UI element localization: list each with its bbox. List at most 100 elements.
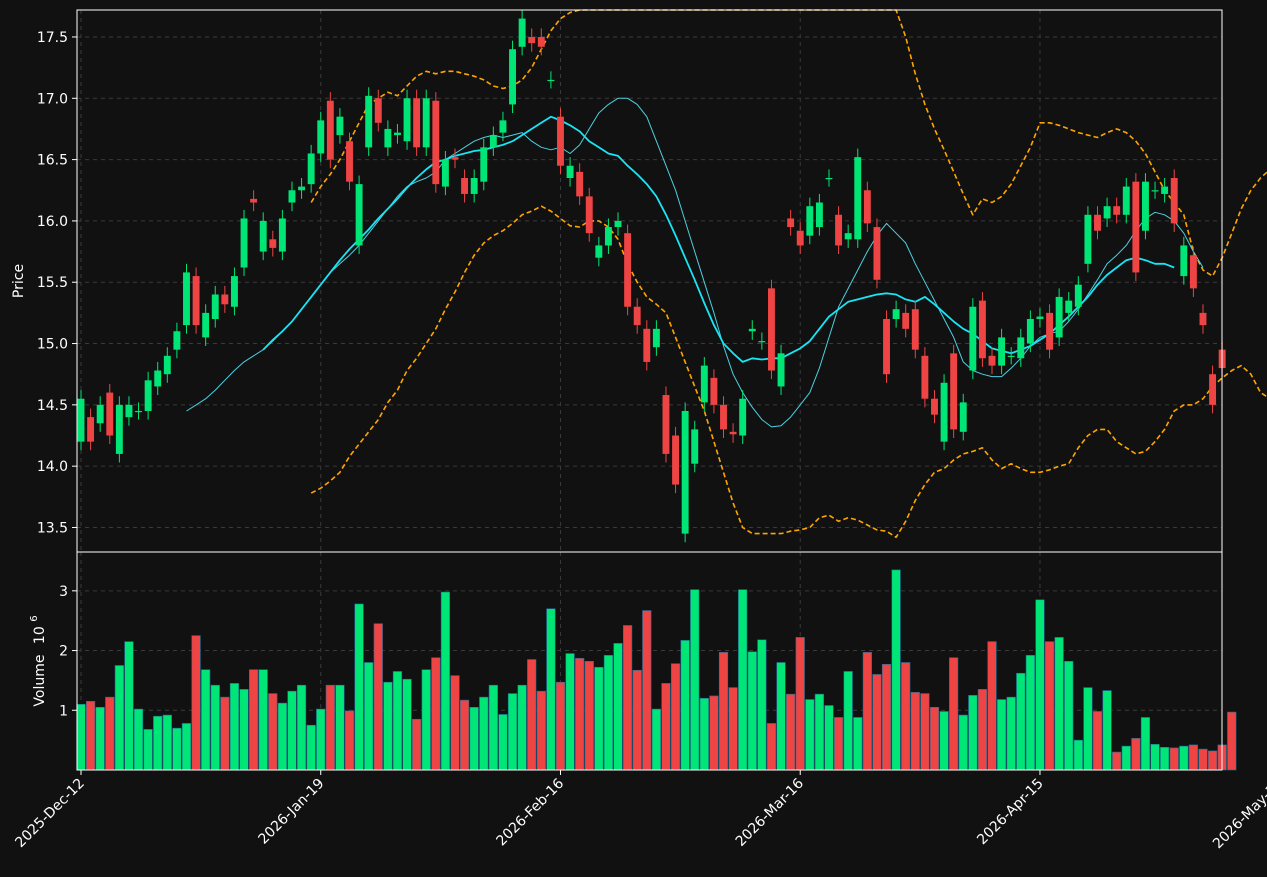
volume-axis-label-group: Volume 10 6 (29, 615, 48, 706)
candle-down (662, 395, 670, 454)
volume-bar (383, 681, 393, 771)
candle-up (1074, 284, 1082, 307)
candle-up (135, 410, 142, 413)
candle-down (978, 300, 986, 359)
candle-down (537, 36, 545, 47)
candle-up (173, 331, 181, 350)
volume-bar (891, 569, 901, 771)
volume-bar (1131, 738, 1141, 771)
candle-down (1132, 181, 1140, 273)
price-tick-label: 16.0 (37, 214, 68, 230)
candle-up (163, 355, 171, 375)
candle-up (365, 95, 373, 148)
volume-bar (1112, 751, 1122, 771)
candle-up (1026, 319, 1034, 344)
volume-bar (277, 702, 287, 771)
candle-up (307, 153, 315, 185)
volume-bar (507, 693, 518, 771)
candle-up (211, 294, 219, 320)
volume-bar (527, 659, 537, 771)
volume-bar (862, 652, 872, 771)
volume-bar (1025, 655, 1035, 771)
candle-up (230, 276, 238, 307)
volume-bar (210, 684, 220, 771)
candle-up (154, 370, 162, 387)
volume-bar (623, 625, 633, 771)
candle-up (278, 218, 286, 252)
volume-bar (776, 662, 786, 771)
candle-up (892, 309, 900, 320)
volume-bar (997, 699, 1007, 771)
volume-bar (258, 669, 268, 771)
candle-down (873, 227, 881, 280)
volume-bar (162, 714, 172, 771)
candle-up (394, 132, 401, 136)
volume-bar (594, 666, 604, 771)
volume-bar (795, 637, 805, 771)
volume-tick-label: 1 (59, 703, 68, 719)
candle-up (777, 353, 785, 387)
candle-down (911, 309, 919, 350)
volume-bar (814, 693, 824, 771)
volume-bar (872, 674, 882, 771)
volume-bar (1083, 687, 1093, 771)
volume-bar (555, 681, 566, 771)
candle-up (336, 116, 344, 136)
volume-bar (201, 669, 211, 771)
volume-bar (709, 695, 719, 771)
candle-down (451, 157, 459, 160)
volume-bar (364, 662, 374, 771)
candle-up (288, 190, 296, 203)
candle-up (125, 404, 133, 418)
volume-bar (939, 711, 949, 771)
candle-up (806, 206, 814, 236)
candle-up (384, 128, 392, 148)
price-tick-label: 13.5 (37, 520, 68, 536)
volume-bar (440, 591, 451, 771)
volume-bar (575, 658, 585, 771)
candle-down (624, 233, 632, 307)
panel-frames (76, 9, 1223, 771)
candle-up (959, 402, 967, 432)
candle-down (1199, 312, 1207, 326)
volume-bar (661, 683, 671, 771)
volume-bar (1121, 745, 1131, 771)
candle-up (815, 202, 823, 228)
volume-bar (344, 710, 355, 771)
candle-up (1161, 186, 1169, 194)
volume-bar (901, 662, 911, 771)
volume-bar (680, 640, 690, 771)
candle-up (595, 245, 603, 258)
candle-down (633, 306, 641, 326)
candle-up (403, 98, 411, 142)
volume-bar (1140, 717, 1151, 771)
volume-bar (881, 663, 892, 771)
candle-up (566, 165, 574, 178)
candle-up (1084, 214, 1092, 264)
volume-bar (670, 663, 681, 771)
volume-bar (488, 684, 498, 771)
candle-down (931, 398, 938, 415)
candle-up (1007, 355, 1015, 358)
price-axis: 13.5 14.0 14.5 15.0 15.5 16.0 16.5 17.0 17.5 (37, 30, 77, 536)
volume-bar (392, 671, 403, 771)
volume-bar (431, 657, 441, 771)
candle-down (461, 177, 469, 194)
candle-up (1036, 316, 1044, 320)
candle-down (863, 190, 871, 224)
candle-down (787, 218, 795, 228)
volume-bar (987, 641, 997, 771)
candle-up (1103, 206, 1111, 219)
volume-bar (1054, 637, 1064, 771)
volume-bar (459, 699, 470, 771)
volume-bar (833, 717, 844, 771)
volume-bar (738, 589, 748, 771)
volume-scale-exponent: 6 (29, 615, 40, 621)
volume-bar (949, 657, 959, 771)
candle-up (422, 98, 430, 148)
volume-bar (920, 693, 930, 771)
candle-down (883, 319, 890, 375)
volume-bar (1064, 660, 1074, 771)
volume-tick-label: 3 (59, 584, 68, 600)
